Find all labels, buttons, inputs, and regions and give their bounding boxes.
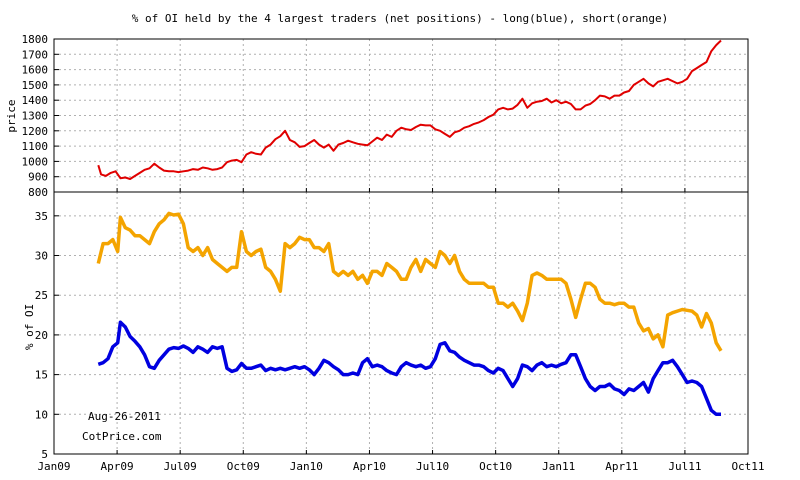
source-annotation: CotPrice.com bbox=[82, 430, 162, 443]
x-tick-label: Jul09 bbox=[164, 460, 197, 473]
price-axis-label: price bbox=[5, 99, 18, 132]
y-tick-label: 800 bbox=[28, 186, 48, 199]
x-tick-label: Jul10 bbox=[416, 460, 449, 473]
y-tick-label: 1700 bbox=[22, 48, 49, 61]
oi-y-ticks: 35 30 25 20 15 10 5 bbox=[35, 210, 59, 461]
price-grid bbox=[54, 39, 748, 192]
y-tick-label: 1500 bbox=[22, 79, 49, 92]
x-tick-label: Apr09 bbox=[101, 460, 134, 473]
y-tick-label: 35 bbox=[35, 210, 48, 223]
price-line bbox=[97, 39, 722, 180]
price-panel: 1800 1700 1600 1500 1400 1300 1200 1100 1000 900 8… bbox=[5, 33, 749, 199]
y-tick-label: 25 bbox=[35, 289, 48, 302]
x-tick-label: Apr11 bbox=[605, 460, 638, 473]
x-tick-label: Jul11 bbox=[668, 460, 701, 473]
x-tick-label: Jan10 bbox=[290, 460, 323, 473]
price-series bbox=[97, 39, 722, 180]
y-tick-label: 1800 bbox=[22, 33, 49, 46]
long-line bbox=[97, 320, 721, 417]
x-tick-label: Jan11 bbox=[542, 460, 575, 473]
x-tick-label: Apr10 bbox=[353, 460, 386, 473]
y-tick-label: 1300 bbox=[22, 110, 49, 123]
x-tick-label: Oct09 bbox=[227, 460, 260, 473]
y-tick-label: 5 bbox=[41, 448, 48, 461]
date-annotation: Aug-26-2011 bbox=[88, 410, 161, 423]
y-tick-label: 1400 bbox=[22, 94, 49, 107]
y-tick-label: 1100 bbox=[22, 140, 49, 153]
oi-axis-label: % of OI bbox=[23, 304, 36, 350]
x-tick-label: Jan09 bbox=[37, 460, 70, 473]
oi-panel-frame bbox=[53, 191, 749, 455]
oi-grid bbox=[54, 192, 748, 454]
short-line bbox=[96, 211, 723, 352]
price-y-ticks: 1800 1700 1600 1500 1400 1300 1200 1100 1000 900 8… bbox=[22, 33, 59, 199]
y-tick-label: 20 bbox=[35, 329, 48, 342]
chart-title: % of OI held by the 4 largest traders (n… bbox=[132, 12, 668, 25]
x-tick-label: Oct11 bbox=[731, 460, 764, 473]
oi-series bbox=[96, 211, 723, 417]
x-tick-label: Oct10 bbox=[479, 460, 512, 473]
y-tick-label: 1200 bbox=[22, 125, 49, 138]
y-tick-label: 1000 bbox=[22, 155, 49, 168]
y-tick-label: 15 bbox=[35, 369, 48, 382]
y-tick-label: 10 bbox=[35, 408, 48, 421]
oi-panel: 35 30 25 20 15 10 5 % of OI Aug-26-2011 CotPri… bbox=[23, 191, 749, 461]
x-axis-ticks: Jan09 Apr09 Jul09 Oct09 Jan10 Apr10 Jul10 Oct10… bbox=[37, 188, 765, 473]
y-tick-label: 1600 bbox=[22, 64, 49, 77]
y-tick-label: 900 bbox=[28, 171, 48, 184]
y-tick-label: 30 bbox=[35, 250, 48, 263]
